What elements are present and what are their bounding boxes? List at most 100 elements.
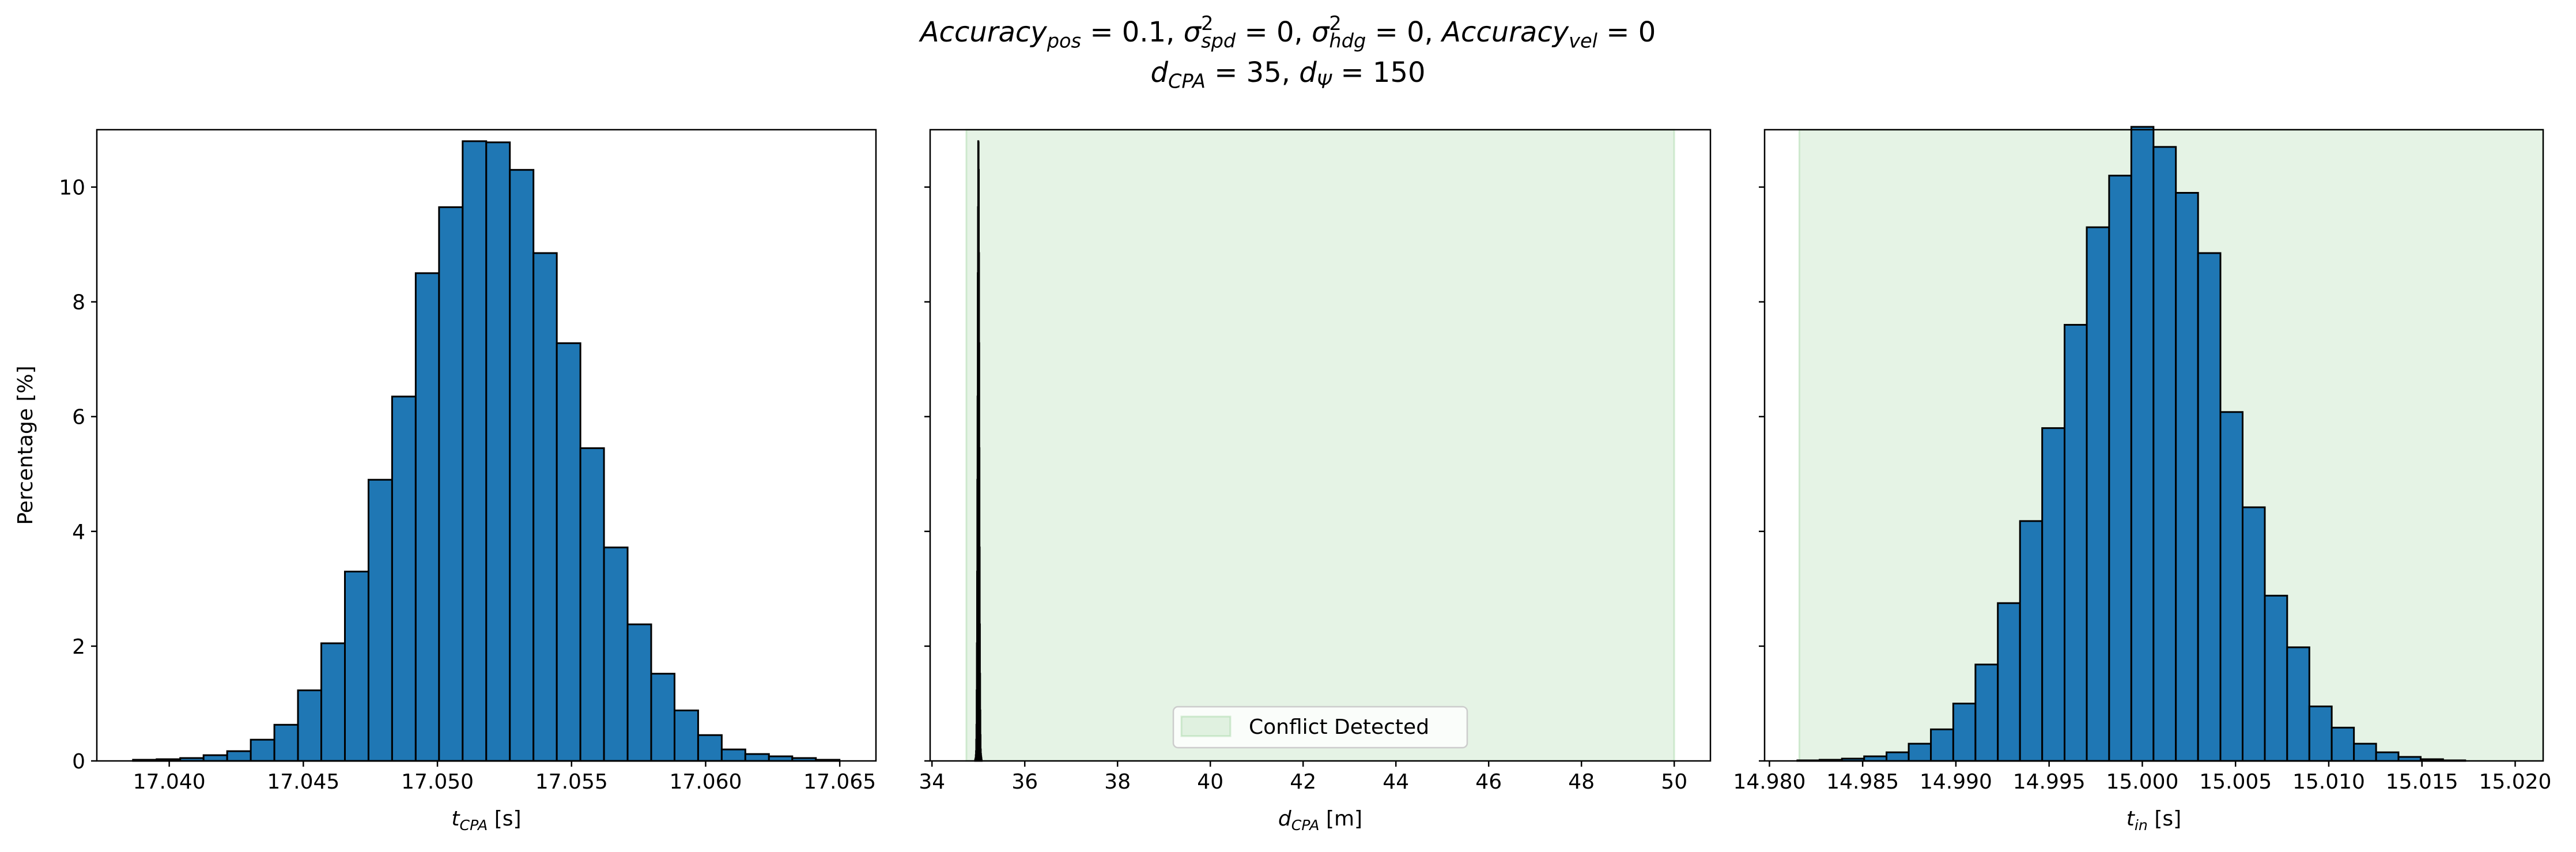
- figure-title: Accuracypos = 0.1, σ2 spd = 0, σ2 hdg = 0,…: [919, 12, 1656, 52]
- text-run: σ: [1312, 16, 1330, 48]
- bar: [2375, 751, 2400, 762]
- axes: 17.040 17.045 17.050 17.055 17.060 17.065 0 2 4 6…: [14, 129, 877, 834]
- axes-frame: [96, 129, 877, 762]
- text-run: 2: [1201, 12, 1213, 35]
- text-run: t: [2126, 807, 2136, 831]
- legend-swatch: [1180, 715, 1232, 737]
- text-run: hdg: [1329, 30, 1366, 52]
- bar: [1908, 742, 1932, 762]
- bar: [202, 754, 228, 762]
- x-axis-label: tCPA [s]: [451, 807, 521, 834]
- bar: [697, 734, 723, 762]
- text-run: = 150: [1332, 56, 1425, 89]
- text-run: σ: [1184, 16, 1202, 48]
- bar: [367, 478, 393, 762]
- x-tick-label: 17.050: [401, 770, 474, 794]
- text-run: [m]: [1320, 807, 1363, 831]
- text-run: CPA: [1168, 70, 1206, 93]
- x-tick-label: 17.045: [267, 770, 339, 794]
- text-run: t: [451, 807, 460, 831]
- text-run: CPA: [460, 817, 488, 834]
- bar: [2041, 427, 2066, 762]
- text-run: d: [1299, 56, 1317, 89]
- x-tick-label: 14.995: [2013, 770, 2086, 794]
- text-run: in: [2135, 817, 2148, 834]
- bar: [2219, 411, 2243, 762]
- x-tick-label: 14.980: [1733, 770, 1806, 794]
- bar: [391, 395, 417, 762]
- bar: [720, 748, 746, 762]
- y-tick-label: 6: [72, 406, 85, 429]
- y-axis-label: Percentage [%]: [14, 365, 37, 525]
- bar: [438, 206, 464, 762]
- bar: [673, 709, 699, 762]
- bar: [2108, 175, 2132, 762]
- bar: [2197, 252, 2222, 762]
- text-run: [s]: [488, 807, 521, 831]
- text-run: spd: [1201, 30, 1236, 52]
- x-tick-label: 17.065: [803, 770, 876, 794]
- text-run: = 0: [1597, 16, 1656, 48]
- text-run: 2: [1329, 12, 1341, 35]
- y-tick-label: 8: [72, 291, 85, 315]
- bar: [2331, 726, 2355, 762]
- x-tick-label: 46: [1475, 770, 1502, 794]
- text-run: CPA: [1291, 817, 1320, 834]
- x-tick-label: 34: [919, 770, 945, 794]
- x-tick-label: 42: [1290, 770, 1316, 794]
- bar: [1952, 702, 1977, 762]
- bar: [2286, 646, 2310, 762]
- bar: [297, 689, 323, 762]
- bar: [1886, 751, 1910, 762]
- text-run: d: [1278, 807, 1292, 831]
- x-tick-label: 36: [1011, 770, 1038, 794]
- bar: [650, 673, 675, 762]
- bar: [462, 140, 488, 762]
- bar: [579, 447, 605, 762]
- legend-label: Conflict Detected: [1249, 715, 1429, 739]
- bar: [2086, 226, 2110, 762]
- x-tick-label: 15.020: [2479, 770, 2551, 794]
- bar: [2241, 506, 2266, 762]
- bar: [2175, 192, 2199, 762]
- bar: [626, 623, 652, 762]
- y-tick-label: 4: [72, 521, 85, 544]
- x-tick-label: 48: [1568, 770, 1595, 794]
- x-tick-label: 17.060: [669, 770, 742, 794]
- text-run: Accuracy: [919, 16, 1048, 48]
- bar: [744, 753, 770, 762]
- bar: [1974, 663, 1999, 762]
- x-tick-label: 14.990: [1920, 770, 1992, 794]
- bar: [320, 642, 346, 762]
- x-axis-label: tin [s]: [2126, 807, 2181, 834]
- bar: [603, 546, 629, 762]
- x-axis-label: dCPA [m]: [1278, 807, 1362, 834]
- x-tick-label: 15.015: [2386, 770, 2458, 794]
- text-run: Ψ: [1317, 70, 1332, 93]
- text-run: = 0,: [1236, 16, 1312, 48]
- bar: [2019, 520, 2044, 762]
- x-tick-label: 50: [1661, 770, 1687, 794]
- bar: [2064, 323, 2088, 762]
- y-tick-label: 2: [72, 635, 85, 659]
- bar: [414, 272, 440, 762]
- text-run: = 0,: [1366, 16, 1442, 48]
- bar: [485, 141, 511, 762]
- x-tick-label: 17.040: [133, 770, 206, 794]
- axes: 14.980 14.985 14.990 14.995 15.000 15.005 15.0…: [1733, 126, 2551, 834]
- bar: [2130, 126, 2155, 762]
- legend: Conflict Detected: [1172, 706, 1468, 749]
- x-tick-label: 15.000: [2106, 770, 2178, 794]
- bar: [273, 723, 299, 762]
- axes-frame: [929, 129, 1712, 762]
- text-run: = 0.1,: [1081, 16, 1184, 48]
- x-tick-label: 15.005: [2199, 770, 2272, 794]
- text-run: = 35,: [1206, 56, 1299, 89]
- bar: [1930, 728, 1954, 762]
- bar: [532, 252, 558, 762]
- x-tick-label: 38: [1104, 770, 1131, 794]
- x-tick-label: 14.985: [1826, 770, 1899, 794]
- bar: [2152, 146, 2177, 762]
- x-tick-label: 40: [1197, 770, 1223, 794]
